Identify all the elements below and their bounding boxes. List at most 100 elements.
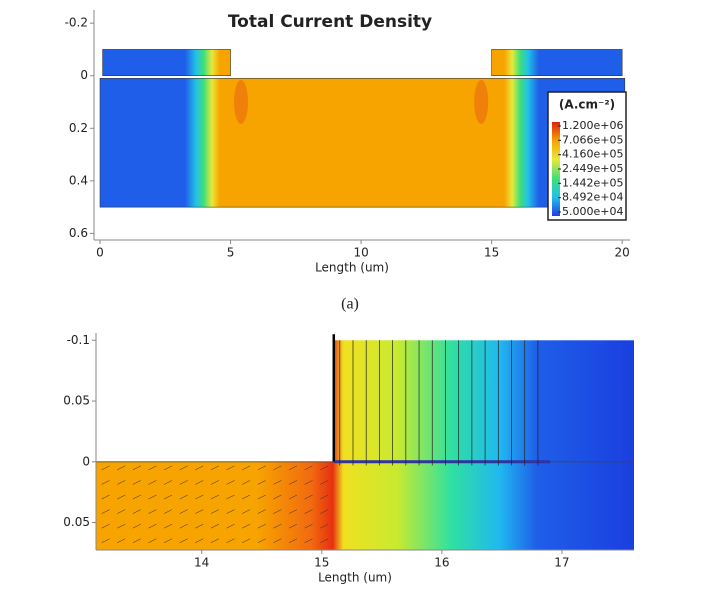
vector (241, 480, 251, 485)
vector (226, 465, 235, 471)
colorbar-label: 8.492e+04 (562, 191, 623, 204)
vector (179, 538, 188, 543)
vector (226, 509, 235, 514)
vector (257, 480, 266, 485)
vector (148, 480, 157, 485)
colorbar-strip (552, 122, 560, 216)
x-tick-label: 10 (353, 246, 368, 260)
vector (179, 465, 188, 471)
plot-a: Total Current Density (a) (A.cm⁻²) 1.200e+0… (65, 10, 630, 313)
y-tick-label: 0.05 (63, 394, 90, 408)
vector (226, 523, 235, 529)
colorbar-title: (A.cm⁻²) (559, 98, 615, 112)
vector (101, 494, 110, 500)
y-tick-label: 0.6 (69, 226, 88, 240)
vector (210, 509, 220, 514)
vector (304, 538, 313, 543)
vector (117, 494, 126, 500)
x-tick-label: 16 (434, 556, 449, 570)
vector (101, 509, 110, 514)
hotspot (474, 80, 489, 124)
vector (101, 480, 110, 485)
y-tick-label: 0 (80, 68, 88, 82)
vector (304, 509, 313, 514)
colorbar-label: 5.000e+04 (562, 205, 623, 218)
vector (179, 494, 188, 500)
vector (273, 465, 282, 471)
vector (320, 509, 329, 514)
hotspot (233, 80, 248, 124)
vector (101, 538, 110, 543)
vector (320, 523, 329, 529)
colorbar-label: 1.200e+06 (562, 119, 623, 132)
colorbar-box (547, 91, 627, 221)
vector (101, 523, 110, 529)
vector (148, 494, 157, 500)
vector (132, 494, 141, 500)
vector (226, 480, 235, 485)
vector (195, 480, 204, 485)
caption: (a) (341, 296, 359, 313)
y-tick-label: -0.2 (65, 16, 88, 30)
x-tick-label: 17 (554, 556, 569, 570)
vector (241, 523, 251, 529)
y-tick-label: 0 (82, 454, 90, 468)
vector (179, 509, 188, 514)
vector (117, 465, 126, 471)
body (99, 78, 626, 208)
vector (163, 465, 173, 471)
x-axis-label: Length (um) (315, 261, 389, 275)
vector (163, 523, 173, 529)
vector (148, 523, 157, 529)
vector (163, 538, 173, 543)
vector (273, 494, 282, 500)
x-tick-label: 0 (96, 246, 104, 260)
vector (288, 494, 298, 500)
vector (117, 538, 126, 543)
y-tick-label: 0.05 (63, 515, 90, 529)
vector (132, 509, 141, 514)
x-tick-label: 15 (484, 246, 499, 260)
vector (257, 523, 266, 529)
contact-left (102, 49, 231, 77)
x-tick-label: 14 (194, 556, 209, 570)
vector (257, 494, 266, 500)
vector (257, 465, 266, 471)
plot-b: 14 15 16 17 -0.1 0.05 0 0.05 Length (um) (63, 333, 634, 585)
x-tick-label: 15 (314, 556, 329, 570)
colorbar-label: 7.066e+05 (562, 133, 623, 146)
x-axis-label: Length (um) (318, 571, 392, 585)
substrate (96, 461, 634, 550)
vector (195, 523, 204, 529)
vector (241, 509, 251, 514)
vector (304, 480, 313, 485)
vector (226, 494, 235, 500)
vector (304, 523, 313, 529)
vector (132, 480, 141, 485)
colorbar-label: 2.449e+05 (562, 162, 623, 175)
vector (288, 538, 298, 543)
vector (273, 480, 282, 485)
vector (257, 538, 266, 543)
vector (320, 538, 329, 543)
vector (117, 523, 126, 529)
vector (210, 494, 220, 500)
vector (179, 523, 188, 529)
vector (288, 523, 298, 529)
vector (210, 538, 220, 543)
vector (101, 465, 110, 471)
vector (148, 465, 157, 471)
vector (132, 523, 141, 529)
colorbar-label: 1.442e+05 (562, 176, 623, 189)
vector (273, 538, 282, 543)
vector (148, 538, 157, 543)
title: Total Current Density (228, 12, 432, 32)
vector (304, 465, 313, 471)
vector (241, 494, 251, 500)
vector (195, 538, 204, 543)
colorbar-label: 4.160e+05 (562, 148, 623, 161)
vector (195, 494, 204, 500)
vector (179, 480, 188, 485)
vector (257, 509, 266, 514)
